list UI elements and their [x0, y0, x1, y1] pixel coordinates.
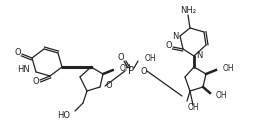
Text: NH₂: NH₂	[180, 6, 196, 14]
Text: O: O	[33, 78, 39, 86]
Text: OH: OH	[216, 90, 228, 100]
Text: HN: HN	[17, 64, 30, 74]
Text: O: O	[15, 48, 21, 56]
Text: P: P	[128, 66, 134, 76]
Text: OH: OH	[223, 64, 235, 73]
Text: O: O	[141, 66, 147, 75]
Text: OH: OH	[187, 104, 199, 112]
Text: N: N	[196, 50, 202, 59]
Text: O: O	[166, 40, 172, 49]
Text: OH: OH	[145, 54, 157, 63]
Text: O: O	[106, 81, 112, 90]
Text: OH: OH	[120, 64, 132, 73]
Text: HO: HO	[57, 111, 70, 120]
Text: N: N	[172, 32, 178, 40]
Text: O: O	[118, 53, 124, 61]
